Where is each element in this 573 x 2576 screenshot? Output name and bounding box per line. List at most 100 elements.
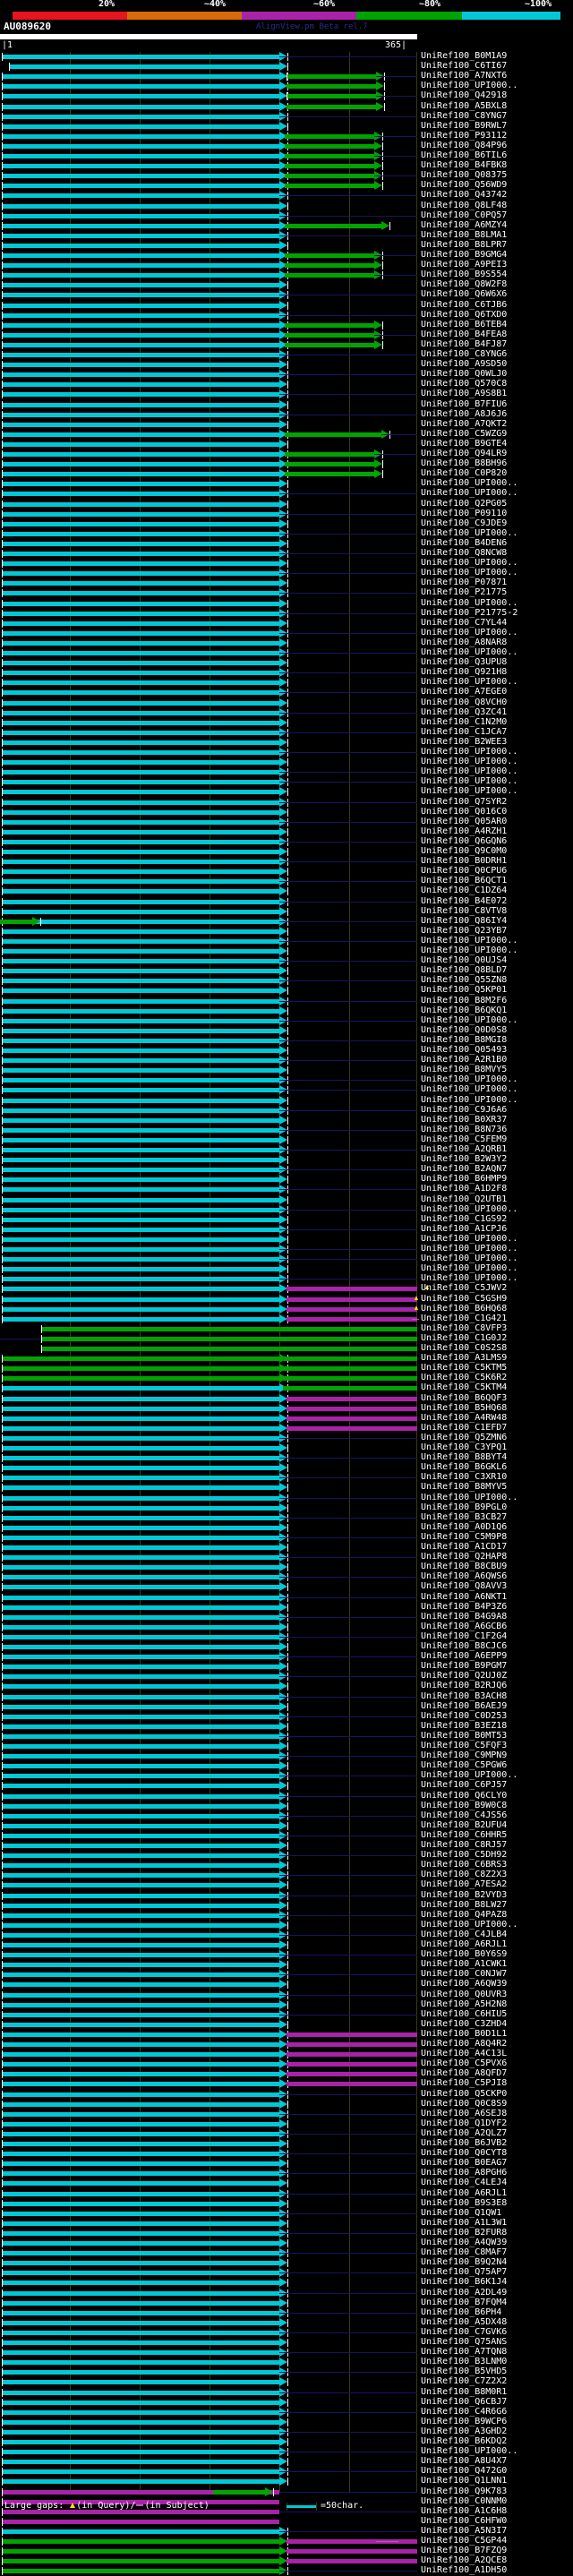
alignment-row[interactable]: UniRef100_B4DEN6 [0, 538, 573, 549]
hsp-bar[interactable] [2, 441, 279, 447]
hsp-bar[interactable] [2, 1774, 279, 1779]
hsp-bar[interactable] [2, 2181, 279, 2187]
hsp-bar[interactable] [2, 2549, 279, 2555]
hsp-bar[interactable] [2, 1366, 279, 1372]
alignment-row[interactable]: UniRef100_B9S554 [0, 270, 573, 280]
hit-label[interactable]: UniRef100_Q4PAZ8 [421, 1909, 508, 1920]
hsp-bar[interactable] [2, 959, 279, 964]
hit-label[interactable]: UniRef100_Q1DYF2 [421, 2118, 508, 2128]
hsp-bar[interactable] [2, 1565, 279, 1570]
alignment-row[interactable]: UniRef100_A7EGE0 [0, 687, 573, 697]
alignment-row[interactable]: UniRef100_B0XR37 [0, 1115, 573, 1125]
hsp-bar[interactable] [2, 690, 279, 696]
alignment-row[interactable]: UniRef100_A1C6H8 [0, 2506, 573, 2517]
hsp-bar[interactable] [2, 2539, 279, 2544]
hsp-bar[interactable] [2, 1078, 279, 1083]
hit-label[interactable]: UniRef100_UPI000.. [421, 1244, 518, 1254]
alignment-row[interactable]: UniRef100_Q1DYF2 [0, 2118, 573, 2129]
alignment-row[interactable]: UniRef100_C8MAF7 [0, 2247, 573, 2258]
hsp-bar[interactable] [2, 372, 279, 378]
hsp-bar[interactable] [2, 353, 279, 357]
hit-label[interactable]: UniRef100_Q42918 [421, 90, 508, 101]
hit-label[interactable]: UniRef100_Q8AVV3 [421, 1581, 508, 1592]
hsp-bar[interactable] [285, 263, 374, 269]
hit-label[interactable]: UniRef100_B8M2F6 [421, 995, 508, 1006]
hsp-bar[interactable] [2, 174, 279, 179]
hsp-bar[interactable] [2, 2121, 279, 2127]
alignment-row[interactable]: UniRef100_B8CBU9 [0, 1562, 573, 1572]
alignment-row[interactable]: UniRef100_B8M0R1 [0, 2387, 573, 2398]
alignment-row[interactable]: UniRef100_Q6CBJ7 [0, 2397, 573, 2408]
hsp-bar[interactable] [2, 1316, 279, 1322]
alignment-row[interactable]: UniRef100_B9Q2N4 [0, 2257, 573, 2268]
hsp-bar[interactable] [2, 2509, 279, 2514]
hsp-bar[interactable] [286, 104, 376, 109]
alignment-row[interactable]: UniRef100_B4E072 [0, 896, 573, 907]
hit-label[interactable]: UniRef100_C9MPN9 [421, 1750, 508, 1761]
alignment-row[interactable]: UniRef100_A9PEI3 [0, 260, 573, 270]
hsp-bar[interactable] [2, 273, 279, 278]
hsp-bar[interactable] [2, 2460, 279, 2465]
hit-label[interactable]: UniRef100_C4LEJ4 [421, 2178, 508, 2188]
hit-label[interactable]: UniRef100_B9Q2N4 [421, 2257, 508, 2268]
hit-label[interactable]: UniRef100_A5BXL8 [421, 100, 508, 111]
hit-label[interactable]: UniRef100_B6HQ68 [421, 1303, 508, 1314]
hit-label[interactable]: UniRef100_UPI000.. [421, 1084, 518, 1095]
alignment-row[interactable]: UniRef100_UPI000.. [0, 757, 573, 767]
hsp-bar[interactable] [2, 164, 279, 169]
alignment-row[interactable]: UniRef100_Q8NCW8 [0, 548, 573, 559]
hit-label[interactable]: UniRef100_Q2PG05 [421, 498, 508, 509]
hsp-bar[interactable] [286, 2559, 417, 2564]
alignment-row[interactable]: UniRef100_UPI000.. [0, 1074, 573, 1085]
hsp-bar[interactable] [2, 1883, 279, 1888]
hsp-bar[interactable] [286, 1287, 417, 1292]
hit-label[interactable]: UniRef100_P09110 [421, 508, 508, 518]
hsp-bar[interactable] [286, 2082, 417, 2087]
hsp-bar[interactable] [2, 720, 279, 725]
hsp-bar[interactable] [2, 452, 279, 457]
hit-label[interactable]: UniRef100_A1DH50 [421, 2565, 508, 2576]
hsp-bar[interactable] [2, 2002, 279, 2007]
hsp-bar[interactable] [285, 452, 374, 457]
hsp-bar[interactable] [285, 154, 374, 158]
hsp-bar[interactable] [2, 1247, 279, 1252]
alignment-row[interactable]: UniRef100_A7TQN8 [0, 2347, 573, 2358]
alignment-row[interactable]: UniRef100_C1JCA7 [0, 727, 573, 738]
hsp-bar[interactable] [2, 342, 279, 347]
hit-label[interactable]: UniRef100_UPI000.. [421, 647, 518, 657]
hit-label[interactable]: UniRef100_UPI000.. [421, 1273, 518, 1284]
hsp-bar[interactable] [2, 581, 279, 586]
alignment-row[interactable]: UniRef100_A3GHD2 [0, 2426, 573, 2437]
hsp-bar[interactable] [2, 750, 279, 755]
hsp-bar[interactable] [2, 1655, 279, 1660]
hit-label[interactable]: UniRef100_B3CB27 [421, 1511, 508, 1522]
alignment-row[interactable]: UniRef100_C3XR10 [0, 1472, 573, 1483]
hsp-bar[interactable] [2, 860, 279, 865]
hit-label[interactable]: UniRef100_Q2UTB1 [421, 1194, 508, 1204]
hit-label[interactable]: UniRef100_A8PGH6 [421, 2168, 508, 2178]
alignment-row[interactable]: UniRef100_UPI000.. [0, 1204, 573, 1215]
hit-label[interactable]: UniRef100_Q05AR0 [421, 816, 508, 826]
hit-label[interactable]: UniRef100_A8U4X7 [421, 2456, 508, 2467]
hsp-bar[interactable] [285, 253, 374, 258]
hsp-bar[interactable] [2, 1555, 279, 1561]
hsp-bar[interactable] [286, 2549, 417, 2555]
alignment-row[interactable]: UniRef100_A9S8B1 [0, 389, 573, 399]
hsp-bar[interactable] [2, 2012, 279, 2017]
hit-label[interactable]: UniRef100_Q6TXD0 [421, 309, 508, 320]
hsp-bar[interactable] [2, 1823, 279, 1828]
hit-label[interactable]: UniRef100_Q0D0S8 [421, 1024, 508, 1035]
alignment-row[interactable]: UniRef100_C5PVX6 [0, 2058, 573, 2069]
hsp-bar[interactable] [2, 1287, 279, 1292]
hit-label[interactable]: UniRef100_C0S2S8 [421, 1343, 508, 1353]
hit-label[interactable]: UniRef100_B9S3E8 [421, 2197, 508, 2208]
hsp-bar[interactable] [2, 1137, 279, 1143]
hsp-bar[interactable] [2, 571, 279, 577]
hit-label[interactable]: UniRef100_C0NJW7 [421, 1969, 508, 1980]
hit-label[interactable]: UniRef100_C8VFP3 [421, 1322, 508, 1333]
hsp-bar[interactable] [2, 55, 279, 59]
hsp-bar[interactable] [2, 1227, 279, 1232]
hsp-bar[interactable] [2, 1982, 279, 1988]
hit-label[interactable]: UniRef100_C3ZHD4 [421, 2018, 508, 2029]
alignment-row[interactable]: UniRef100_Q4PAZ8 [0, 1909, 573, 1921]
